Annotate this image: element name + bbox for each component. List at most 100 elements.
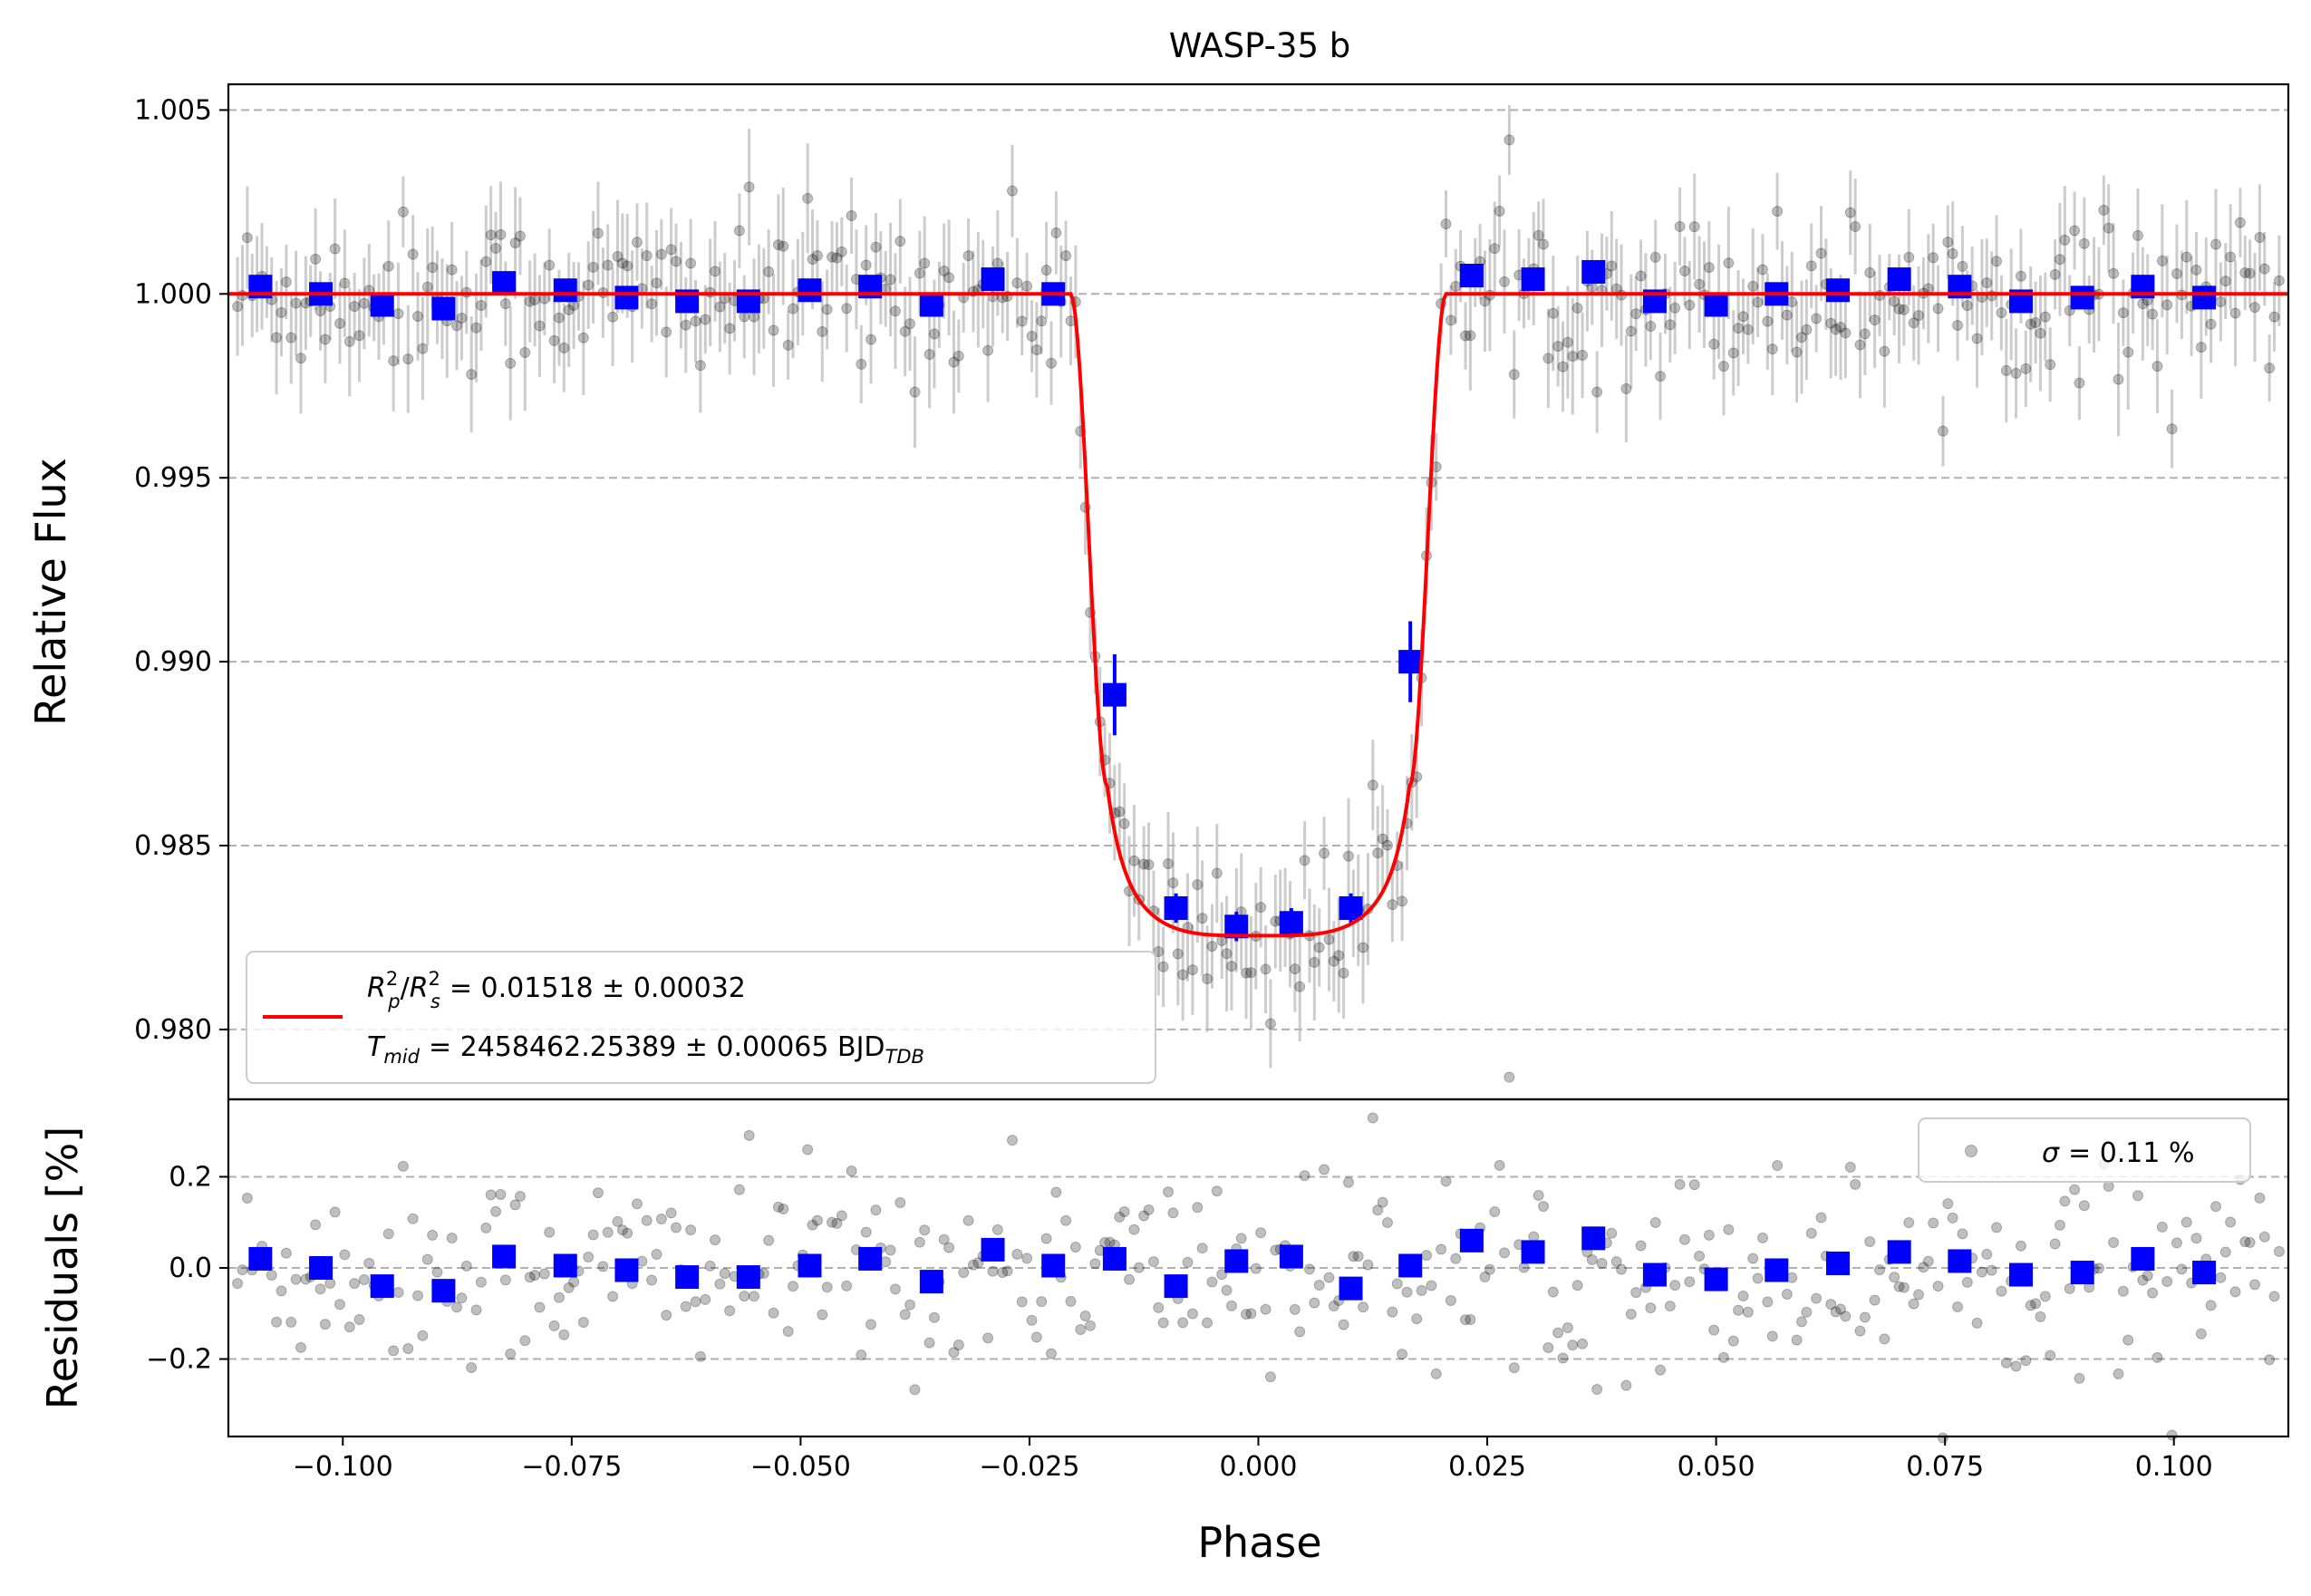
residual-raw-point [885,1244,896,1256]
raw-point [2015,270,2026,282]
residual-raw-point [1225,1300,1237,1311]
raw-point [2156,255,2168,266]
residuals-y-ticks: 0.2 0.0 −0.2 [146,1161,228,1376]
main-y-tick-label: 0.980 [134,1014,212,1046]
raw-point [1342,850,1354,862]
residual-raw-point [1874,1264,1886,1276]
residual-raw-point [1616,1263,1628,1275]
residual-raw-point [1795,1316,1807,1328]
raw-point [894,236,906,247]
raw-point [1202,973,1214,985]
raw-point [1889,295,1900,307]
raw-point [1040,265,1052,276]
raw-point [1172,948,1184,960]
residual-raw-point [285,1316,297,1328]
main-grid [228,109,2288,1030]
raw-point [836,246,847,257]
residual-raw-point [266,1269,277,1281]
raw-point [2132,229,2143,241]
residual-raw-point [1844,1161,1856,1173]
raw-point [2195,342,2207,353]
raw-point [505,357,517,369]
residual-raw-point [914,1236,925,1248]
residual-raw-point [1645,1302,1657,1314]
raw-point [1586,282,1598,294]
residual-raw-point [2195,1328,2207,1340]
raw-point [2074,377,2085,389]
residual-raw-point [758,1268,769,1280]
raw-point [495,228,507,240]
legend-slash: / [401,972,411,1004]
residual-raw-point [821,1282,833,1293]
residual-raw-point [1733,1304,1745,1316]
raw-point [1186,964,1198,976]
binned-point [492,271,517,295]
residual-raw-point [719,1268,730,1280]
residual-raw-point [1114,1211,1126,1223]
binned-point [370,293,394,317]
raw-point [1221,948,1233,960]
raw-point [1313,942,1325,953]
residual-raw-point [661,1310,672,1321]
residual-raw-point [2254,1192,2266,1204]
residuals-binned-points [248,1226,2217,1303]
raw-point [1723,257,1735,269]
residual-raw-point [680,1301,691,1312]
residual-raw-point [1177,1317,1189,1329]
residual-raw-point [991,1224,1003,1235]
raw-point [1850,220,1861,232]
residual-raw-point [1342,1176,1354,1188]
raw-point [290,297,302,309]
residual-raw-point [1241,1309,1252,1320]
residual-raw-point [636,1255,648,1267]
raw-point [1937,425,1948,437]
residual-raw-point [646,1274,658,1286]
raw-point [1762,315,1774,327]
residual-raw-point [1381,1217,1393,1229]
residual-raw-point [1163,1186,1175,1198]
legend-sigma-symbol: σ [2042,1137,2060,1169]
raw-point [1961,300,1973,312]
residual-raw-point [1006,1135,1018,1146]
residual-raw-point [1260,1303,1272,1315]
raw-point [870,241,882,253]
residual-raw-point [1294,1326,1306,1338]
residual-raw-point [2030,1298,2042,1310]
raw-point [2078,237,2090,249]
residual-raw-point [612,1215,624,1227]
residual-raw-point [846,1166,857,1177]
residual-raw-point [1202,1317,1214,1329]
binned-point [1339,895,1363,920]
residual-raw-point [2132,1190,2143,1202]
raw-point [1138,858,1150,870]
residual-raw-point [1518,1262,1530,1273]
raw-point [592,227,604,239]
raw-point [860,259,872,271]
residual-raw-point [1737,1290,1749,1301]
raw-point [587,261,599,273]
residuals-raw-points [232,1071,2285,1444]
residual-raw-point [1815,1212,1827,1224]
raw-point [427,262,439,274]
main-panel: 1.005 1.000 0.995 0.990 0.985 0.980 Relative … [26,82,2290,1101]
raw-point [2049,268,2061,280]
residual-raw-point [938,1233,950,1245]
raw-point [353,330,365,342]
raw-point [1737,311,1749,323]
raw-point [1294,981,1306,992]
raw-point [952,350,964,362]
residual-binned-point [492,1244,517,1269]
raw-point [314,305,326,317]
raw-point [2147,308,2159,320]
raw-point [885,274,896,285]
main-y-tick-label: 1.005 [134,94,212,126]
residual-raw-point [1825,1299,1837,1311]
residual-raw-point [1416,1284,1427,1296]
raw-point [1206,941,1218,953]
residuals-legend-box [1918,1117,2251,1183]
raw-point [1177,969,1189,981]
residual-raw-point [811,1214,823,1226]
residual-binned-point [1521,1240,1545,1264]
raw-point [2117,307,2129,319]
residual-raw-point [2273,1245,2285,1257]
